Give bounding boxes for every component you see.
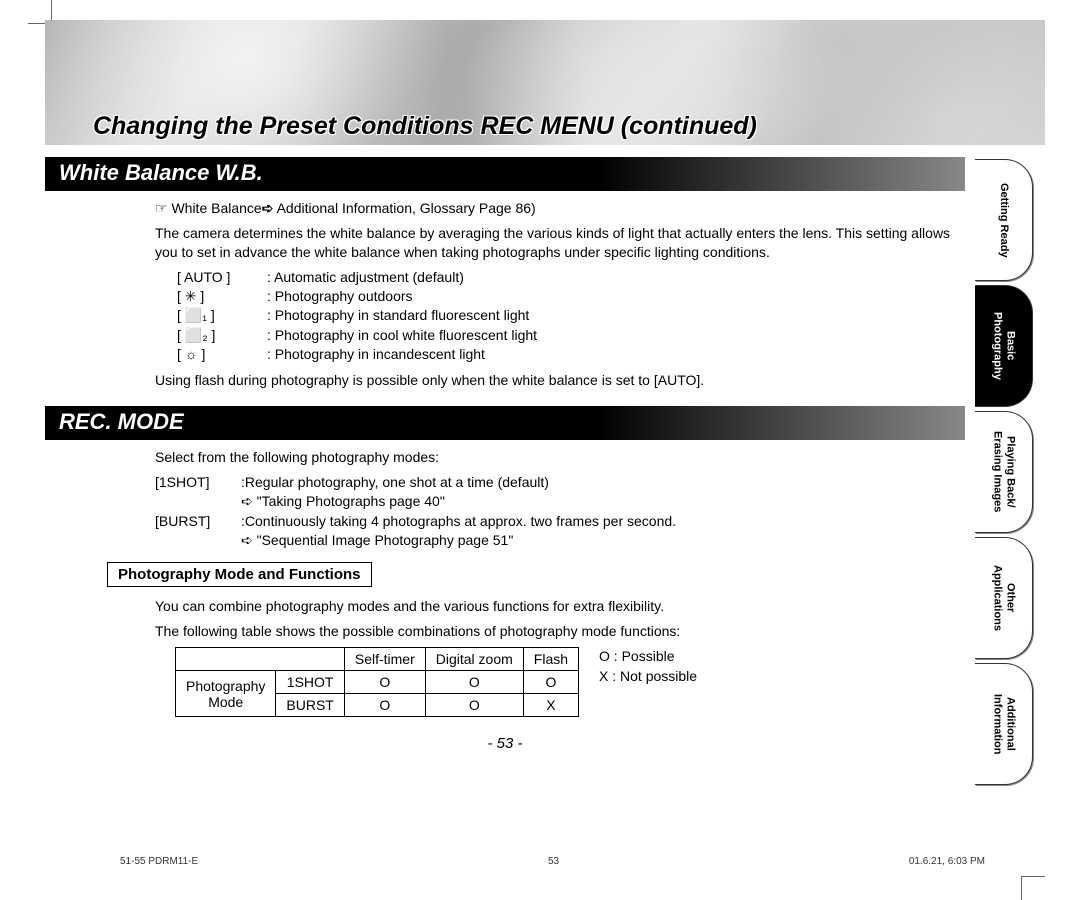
legend-possible: O : Possible [599, 647, 697, 667]
tab-getting-ready[interactable]: Getting Ready [975, 159, 1033, 281]
col-header: Digital zoom [425, 648, 523, 671]
wb-key: [ ⬜₂ ] [177, 326, 267, 345]
main-column: White Balance W.B. ☞ White Balance ➪ Add… [45, 157, 975, 789]
rec-val: ➪ "Sequential Image Photography page 51" [241, 531, 513, 550]
section-heading-rec: REC. MODE [45, 406, 965, 440]
wb-key: [ AUTO ] [177, 268, 267, 287]
rec-key: [1SHOT] [155, 473, 241, 492]
footer-left: 51-55 PDRM11-E [120, 856, 198, 867]
section-heading-wb: White Balance W.B. [45, 157, 965, 191]
tab-basic-photography[interactable]: Basic Photography [975, 285, 1033, 407]
rec-row-1shot: [1SHOT] :Regular photography, one shot a… [155, 473, 965, 492]
wb-val: : Photography outdoors [267, 287, 413, 306]
wb-settings-list: [ AUTO ] : Automatic adjustment (default… [45, 268, 965, 365]
pointer-icon: ☞ White Balance [155, 199, 262, 218]
subheading-mode-functions: Photography Mode and Functions [107, 562, 372, 587]
table-cell: O [344, 671, 425, 694]
wb-row-incandescent: [ ☼ ] : Photography in incandescent ligh… [177, 345, 965, 364]
table-cell: X [523, 694, 578, 717]
page-frame: Changing the Preset Conditions REC MENU … [45, 20, 1045, 885]
wb-reference-text: Additional Information, Glossary Page 86… [273, 200, 535, 216]
table-blank-cell [176, 648, 345, 671]
footer-right: 01.6.21, 6:03 PM [909, 856, 985, 867]
content-area: White Balance W.B. ☞ White Balance ➪ Add… [45, 157, 1045, 789]
rec-val: ➪ "Taking Photographs page 40" [241, 492, 445, 511]
row-label: BURST [276, 694, 344, 717]
ref-arrow-icon: ➪ [262, 199, 274, 218]
table-cell: O [344, 694, 425, 717]
page-title: Changing the Preset Conditions REC MENU … [93, 112, 757, 141]
rec-settings-list: [1SHOT] :Regular photography, one shot a… [45, 473, 965, 550]
wb-row-fluor2: [ ⬜₂ ] : Photography in cool white fluor… [177, 326, 965, 345]
wb-row-auto: [ AUTO ] : Automatic adjustment (default… [177, 268, 965, 287]
rec-val: :Continuously taking 4 photographs at ap… [241, 512, 676, 531]
tab-label: Playing Back/ Erasing Images [990, 431, 1016, 512]
wb-val: : Photography in cool white fluorescent … [267, 326, 537, 345]
mode-table-wrap: Self-timer Digital zoom Flash Photograph… [45, 647, 965, 717]
wb-row-outdoor: [ ✳ ] : Photography outdoors [177, 287, 965, 306]
side-tabs: Getting Ready Basic Photography Playing … [975, 157, 1045, 789]
col-header: Self-timer [344, 648, 425, 671]
page-number: - 53 - [45, 735, 965, 752]
wb-reference-line: ☞ White Balance ➪ Additional Information… [45, 199, 965, 218]
row-group-label: Photography Mode [176, 671, 276, 717]
mode-function-table: Self-timer Digital zoom Flash Photograph… [175, 647, 579, 717]
wb-key: [ ☼ ] [177, 345, 267, 364]
rec-row-1shot-ref: ➪ "Taking Photographs page 40" [155, 492, 965, 511]
wb-key: [ ✳ ] [177, 287, 267, 306]
tab-label: Getting Ready [997, 183, 1010, 258]
rec-val: :Regular photography, one shot at a time… [241, 473, 549, 492]
tab-other-applications[interactable]: Other Applications [975, 537, 1033, 659]
row-label: 1SHOT [276, 671, 344, 694]
wb-row-fluor1: [ ⬜₁ ] : Photography in standard fluores… [177, 306, 965, 325]
rec-subintro1: You can combine photography modes and th… [45, 597, 965, 616]
tab-label: Other Applications [990, 565, 1016, 631]
wb-key: [ ⬜₁ ] [177, 306, 267, 325]
footer: 51-55 PDRM11-E 53 01.6.21, 6:03 PM [120, 856, 985, 867]
col-header: Flash [523, 648, 578, 671]
tab-additional-info[interactable]: Additional Information [975, 663, 1033, 785]
legend-notpossible: X : Not possible [599, 667, 697, 687]
wb-flash-note: Using flash during photography is possib… [45, 372, 965, 388]
rec-subintro2: The following table shows the possible c… [45, 622, 965, 641]
header-texture: Changing the Preset Conditions REC MENU … [45, 20, 1045, 145]
rec-intro: Select from the following photography mo… [45, 448, 965, 467]
table-cell: O [425, 671, 523, 694]
tab-label: Basic Photography [990, 312, 1016, 380]
rec-key [155, 531, 241, 550]
table-legend: O : Possible X : Not possible [599, 647, 697, 686]
table-row: Self-timer Digital zoom Flash [176, 648, 579, 671]
wb-val: : Automatic adjustment (default) [267, 268, 464, 287]
wb-intro: The camera determines the white balance … [45, 224, 965, 262]
footer-mid: 53 [548, 856, 559, 867]
table-cell: O [523, 671, 578, 694]
rec-row-burst: [BURST] :Continuously taking 4 photograp… [155, 512, 965, 531]
tab-playing-back[interactable]: Playing Back/ Erasing Images [975, 411, 1033, 533]
rec-key: [BURST] [155, 512, 241, 531]
tab-label: Additional Information [990, 694, 1016, 755]
wb-val: : Photography in standard fluorescent li… [267, 306, 529, 325]
rec-row-burst-ref: ➪ "Sequential Image Photography page 51" [155, 531, 965, 550]
wb-val: : Photography in incandescent light [267, 345, 485, 364]
table-cell: O [425, 694, 523, 717]
rec-key [155, 492, 241, 511]
table-row: Photography Mode 1SHOT O O O [176, 671, 579, 694]
